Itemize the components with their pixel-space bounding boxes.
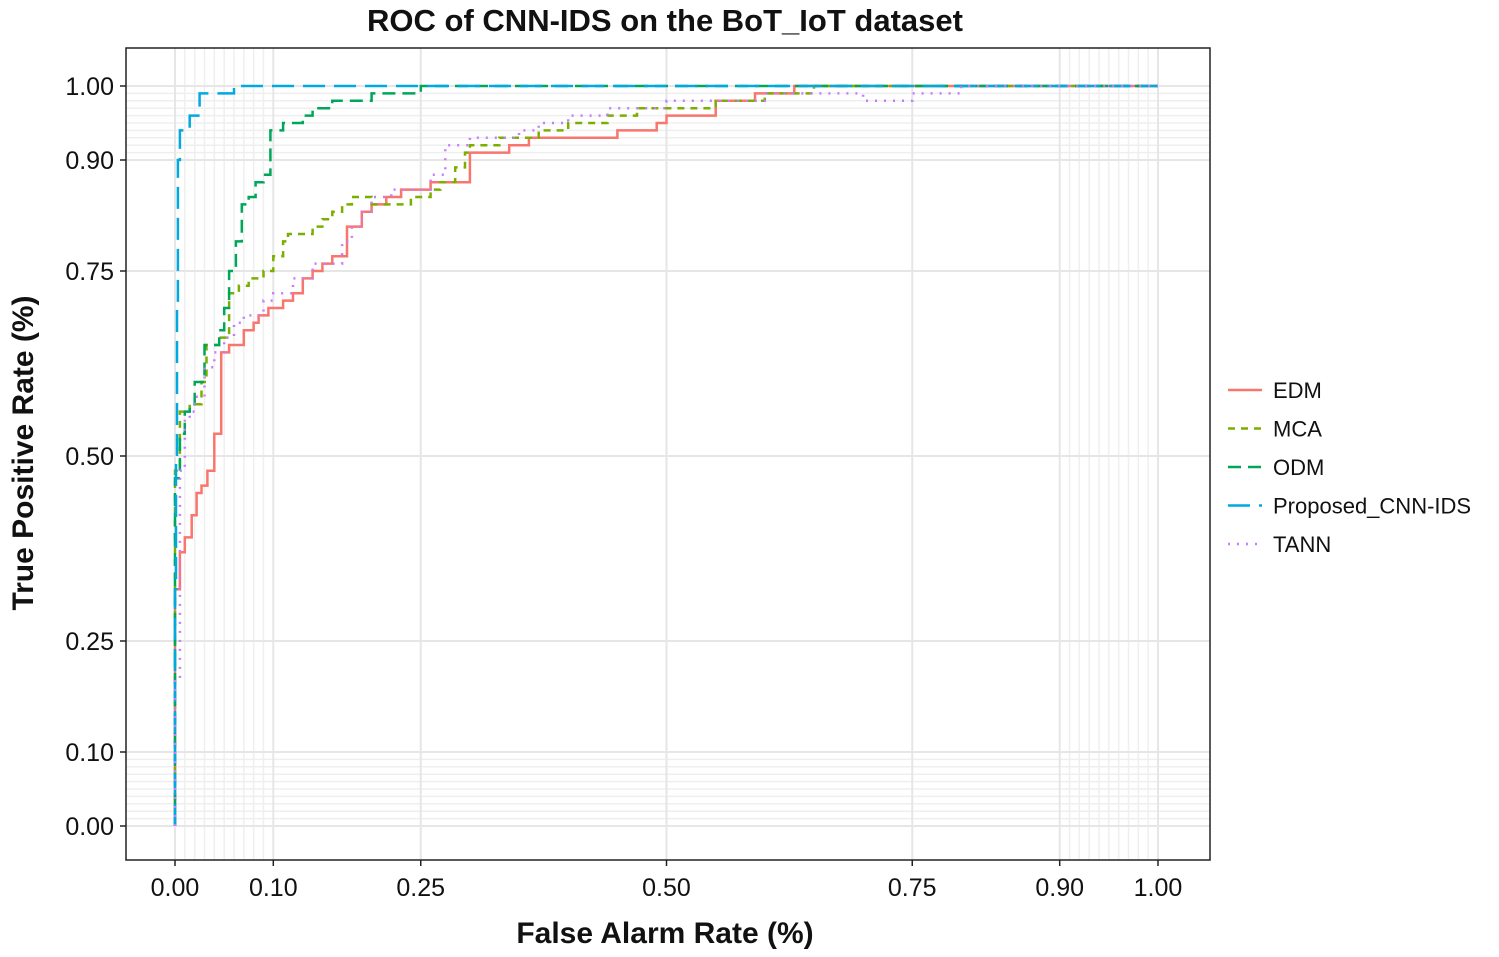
series-line-mca <box>173 84 1158 826</box>
plot-frame <box>125 47 1211 861</box>
y-tick-label-3: 0.50 <box>65 443 114 471</box>
series-line-tann <box>173 84 1158 826</box>
y-tick-label-4: 0.75 <box>65 258 114 286</box>
plot-background <box>126 48 1210 860</box>
x-tick-label-3: 0.50 <box>642 874 691 902</box>
series-layer <box>173 84 1158 826</box>
x-tick-label-0: 0.00 <box>151 874 200 902</box>
y-tick-label-0: 0.00 <box>65 813 114 841</box>
y-tick-label-1: 0.10 <box>65 739 114 767</box>
tick-layer: 0.00 0.10 0.25 0.50 0.75 0.90 1.00 0.00 0.10 0.25… <box>65 73 1182 902</box>
y-tick-label-2: 0.25 <box>65 628 114 656</box>
axis-title-layer: False Alarm Rate (%) True Positive Rate … <box>7 295 814 950</box>
x-tick-label-1: 0.10 <box>249 874 298 902</box>
x-tick-label-4: 0.75 <box>888 874 937 902</box>
legend-label-edm: EDM <box>1273 378 1322 403</box>
y-axis-title: True Positive Rate (%) <box>7 295 40 610</box>
legend-label-odm: ODM <box>1273 455 1324 480</box>
legend: EDM MCA ODM Proposed_CNN-IDS TANN <box>1228 378 1471 557</box>
x-tick-label-2: 0.25 <box>396 874 445 902</box>
x-tick-label-6: 1.00 <box>1134 874 1183 902</box>
x-axis-title: False Alarm Rate (%) <box>516 917 813 950</box>
series-line-odm <box>173 84 1158 826</box>
y-tick-label-5: 0.90 <box>65 147 114 175</box>
legend-label-mca: MCA <box>1273 417 1322 442</box>
series-line-edm <box>173 84 1158 826</box>
legend-label-tann: TANN <box>1273 532 1331 557</box>
x-tick-label-5: 0.90 <box>1035 874 1084 902</box>
title-layer: ROC of CNN-IDS on the BoT_IoT dataset <box>367 3 963 38</box>
grid-layer <box>126 48 1210 860</box>
legend-label-proposed-cnn-ids: Proposed_CNN-IDS <box>1273 494 1471 519</box>
series-line-proposed-cnn-ids <box>173 84 1158 826</box>
chart-title: ROC of CNN-IDS on the BoT_IoT dataset <box>367 3 963 38</box>
y-tick-label-6: 1.00 <box>65 73 114 101</box>
